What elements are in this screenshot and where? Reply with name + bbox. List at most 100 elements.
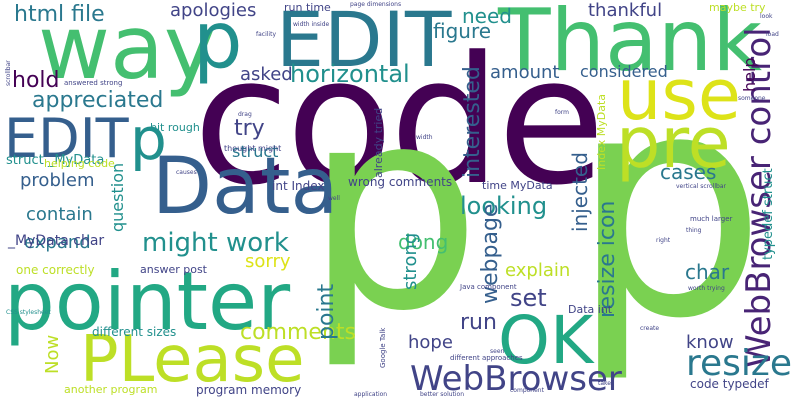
word-p-mid: p — [304, 47, 482, 373]
word-contain: contain — [26, 204, 93, 225]
word-amount: amount — [490, 62, 560, 83]
word-point: point — [314, 283, 339, 340]
word-causes: causes — [176, 169, 197, 176]
word-struct-mydata: struct _MyData — [6, 153, 105, 168]
word-maybe-try: maybe try — [709, 1, 766, 14]
word-try: try — [234, 116, 265, 141]
word-run-time: run time — [284, 1, 331, 14]
word-html-file: html file — [14, 2, 105, 27]
word-program-memory: program memory — [196, 383, 302, 397]
word-application: application — [354, 391, 388, 398]
word-take: take — [598, 380, 611, 387]
word-cases: cases — [660, 160, 717, 184]
word-right: right — [656, 237, 671, 244]
word-thank: Thank — [498, 0, 763, 91]
word-edit-left: EDIT — [4, 107, 129, 170]
word-hold: hold — [12, 68, 60, 93]
word-someone: someone — [738, 95, 766, 102]
word-thankful: thankful — [588, 0, 663, 21]
word-seen: seen — [490, 348, 505, 355]
word-looking: looking — [460, 192, 548, 220]
word-thought-might: thought might — [224, 144, 282, 153]
word-answer-post: answer post — [140, 263, 207, 276]
word-much-larger: much larger — [690, 215, 733, 223]
word-thing: thing — [686, 227, 702, 234]
word-int-index: int Index — [272, 179, 325, 193]
word-different-approaches: different approaches — [450, 354, 523, 362]
word-ok: OK — [498, 302, 594, 379]
word-index-mydata: Index MyData — [595, 93, 608, 170]
word-width-inside: width inside — [293, 21, 330, 28]
word-p-left: p — [130, 105, 167, 173]
word-p-big: p — [570, 26, 767, 387]
word-help: help — [740, 57, 759, 92]
word-code-typedef: code typedef — [690, 377, 769, 391]
word-component: component — [510, 387, 544, 394]
word-resize-icon: resize icon — [595, 200, 620, 318]
word-explain: explain — [505, 260, 571, 281]
word-use: use — [617, 54, 741, 136]
word-please: PLease — [80, 323, 305, 397]
word-data: Data — [152, 142, 339, 232]
word-load: load — [766, 31, 779, 38]
word-apologies: apologies — [170, 0, 257, 21]
word-resize: resize — [686, 343, 792, 384]
word-bit-rough: bit rough — [150, 121, 200, 134]
word-drag: drag — [238, 111, 252, 118]
word-worth-trying: worth trying — [688, 285, 725, 292]
word-sorry: sorry — [245, 251, 291, 272]
word-wrong-comments: wrong comments — [348, 175, 453, 189]
word-problem: problem — [20, 170, 95, 191]
word-time-mydata: time MyData — [482, 179, 553, 192]
word-already-tried: already tried — [372, 107, 385, 178]
word-appreciated: appreciated — [32, 88, 164, 113]
word-way: way — [38, 0, 216, 99]
word-another-program: another program — [64, 383, 158, 396]
word-dong: dong — [398, 230, 449, 254]
word-comments: comments — [240, 320, 356, 345]
word-data-int: Data int — [568, 303, 613, 316]
word-pre: pre — [616, 102, 731, 184]
word-facility: facility — [256, 31, 276, 38]
word-struct: struct — [232, 142, 279, 161]
word-look: look — [760, 13, 773, 20]
word-figure: figure — [433, 19, 492, 43]
word-interested: interested — [460, 66, 485, 178]
word-char: char — [685, 260, 730, 284]
word-strong: strong — [400, 232, 421, 290]
word-run: run — [460, 310, 497, 335]
word-mydata-char: _MyData char — [8, 233, 105, 249]
word-pointer: pointer — [4, 255, 291, 348]
word-typedef-struct: typedef struct — [761, 168, 776, 260]
word-scrollbar: scrollbar — [5, 60, 12, 86]
word-need: need — [462, 4, 512, 28]
word-hope: hope — [408, 332, 453, 353]
word-question: question — [108, 162, 127, 232]
word-injected: injected — [568, 152, 592, 232]
word-answered-strong: answered strong — [64, 79, 123, 87]
word-one-correctly: one correctly — [16, 263, 95, 277]
word-width: width — [416, 134, 433, 141]
word-css-stylesheet: CSS stylesheet — [6, 309, 51, 316]
word-set: set — [510, 284, 547, 312]
word-horizontal: horizontal — [290, 60, 410, 88]
word-google-talk: Google Talk — [379, 327, 387, 368]
word-asked: asked — [240, 64, 293, 85]
word-code: code — [193, 19, 605, 224]
word-edit-top: EDIT — [276, 0, 452, 84]
word-page-dimensions: page dimensions — [350, 1, 402, 8]
word-well: well — [328, 195, 340, 202]
word-know: know — [686, 332, 734, 353]
word-might-work: might work — [142, 228, 289, 258]
word-form: form — [555, 109, 569, 116]
word-different-sizes: different sizes — [92, 325, 177, 339]
word-p-top: p — [193, 0, 243, 86]
word-expand: expand — [24, 232, 91, 253]
word-vertical-scrollbar: vertical scrollbar — [676, 183, 726, 190]
word-better-solution: better solution — [420, 391, 465, 398]
word-webbrowser: WebBrowser — [410, 359, 622, 399]
word-considered: considered — [580, 62, 668, 81]
word-java-component: Java component — [460, 283, 517, 291]
word-create: create — [640, 325, 660, 332]
